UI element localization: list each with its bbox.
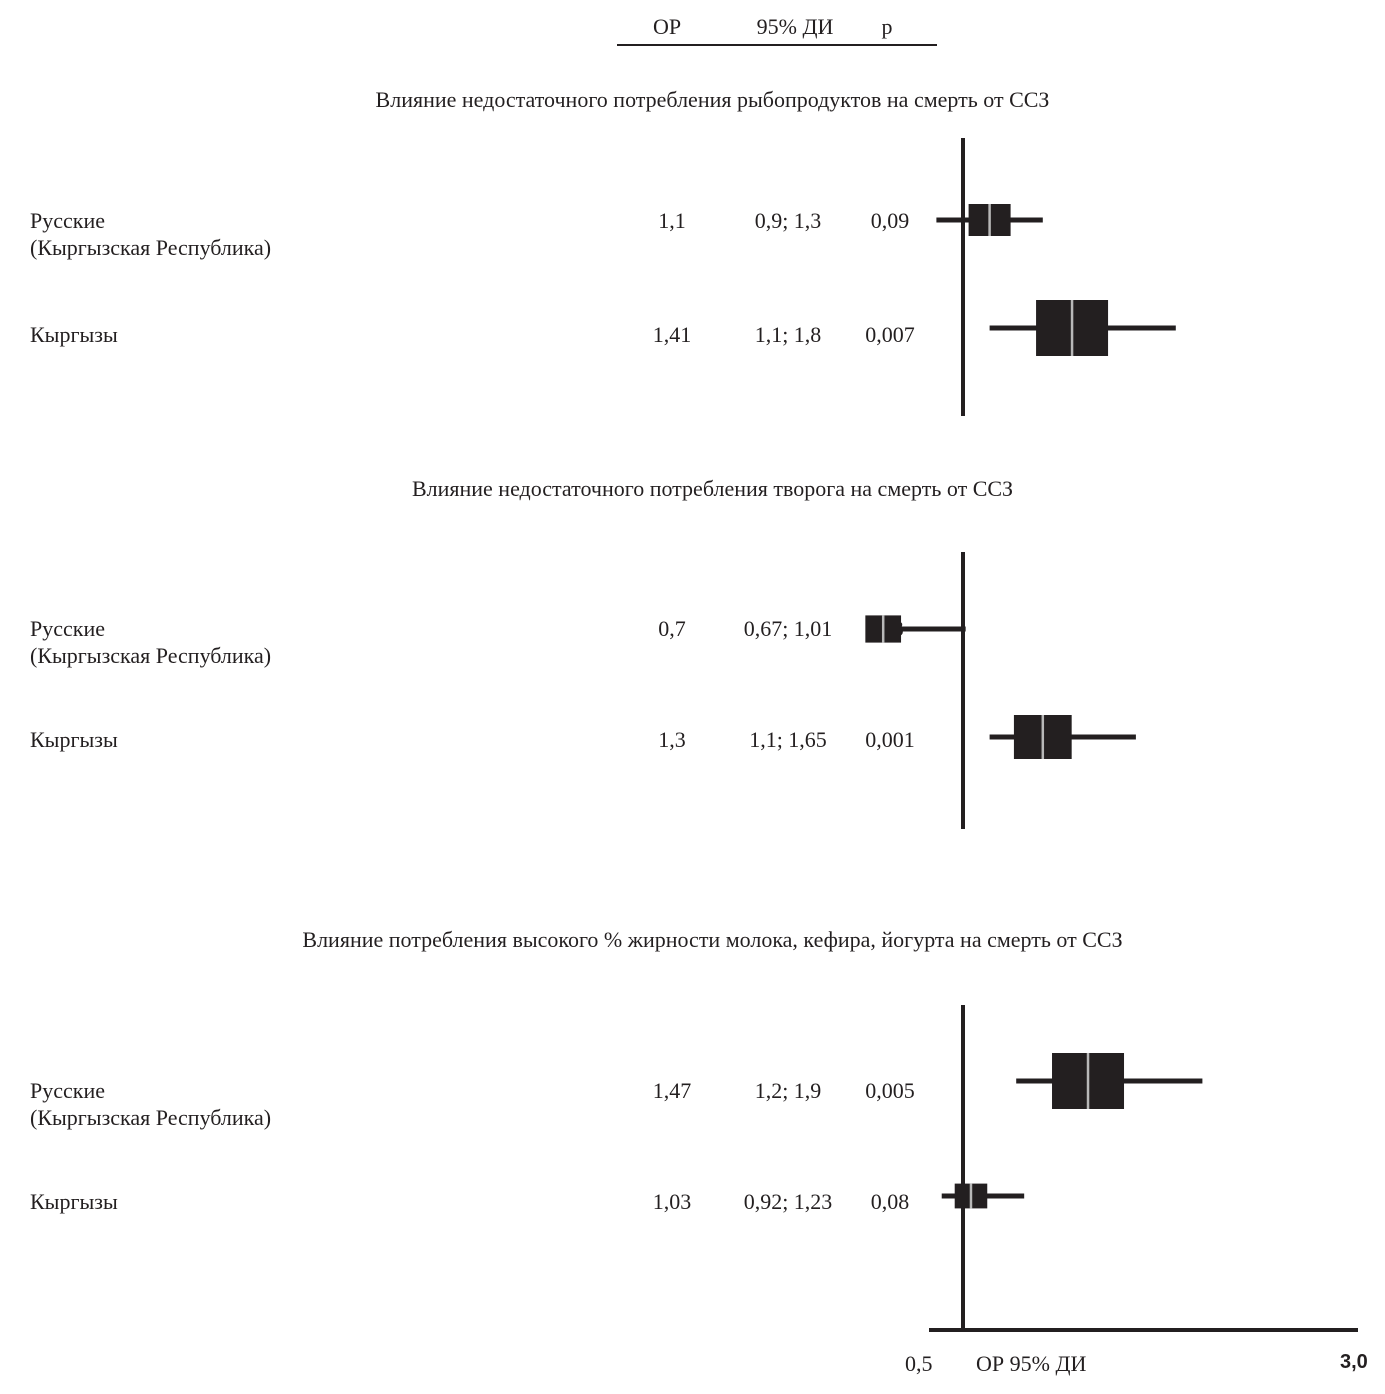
- p-value: 0,007: [865, 322, 915, 347]
- or-value: 1,3: [658, 727, 686, 752]
- or-value: 1,03: [652, 1189, 692, 1214]
- ci-value: 0,67; 1,01: [743, 616, 833, 641]
- row-label: Русские: [30, 208, 105, 233]
- panel-title: Влияние недостаточного потребления творо…: [411, 476, 1014, 501]
- row-label: Русские: [30, 616, 105, 641]
- panel-title: Влияние потребления высокого % жирности …: [302, 927, 1123, 952]
- row-label-sub: (Кыргызская Республика): [30, 1105, 272, 1130]
- p-value: 0,08: [870, 1189, 910, 1214]
- row-label: Кыргызы: [30, 727, 118, 752]
- row-label-sub: (Кыргызская Республика): [30, 235, 272, 260]
- row-label: Кыргызы: [30, 1189, 118, 1214]
- ci-value: 0,92; 1,23: [743, 1189, 833, 1214]
- column-header-ci: 95% ДИ: [756, 14, 834, 39]
- ci-value: 1,1; 1,65: [749, 727, 827, 752]
- row-label-sub: (Кыргызская Республика): [30, 643, 272, 668]
- ci-value: 1,1; 1,8: [754, 322, 822, 347]
- ci-value: 1,2; 1,9: [754, 1078, 822, 1103]
- header-rule: [617, 44, 937, 46]
- or-value: 1,41: [652, 322, 692, 347]
- panel-title: Влияние недостаточного потребления рыбоп…: [375, 87, 1050, 112]
- x-axis-title: ОР 95% ДИ: [976, 1351, 1087, 1376]
- p-value: 0,09: [870, 208, 910, 233]
- column-header-or: ОР: [652, 14, 682, 39]
- or-value: 0,7: [658, 616, 686, 641]
- x-axis-tick-label-max: 3,0: [1340, 1351, 1368, 1373]
- x-axis-tick-label-min: 0,5: [905, 1351, 933, 1376]
- p-value: 0,005: [865, 1078, 915, 1103]
- ci-value: 0,9; 1,3: [754, 208, 822, 233]
- or-value: 1,1: [658, 208, 686, 233]
- row-label: Кыргызы: [30, 322, 118, 347]
- or-value: 1,47: [652, 1078, 692, 1103]
- row-label: Русские: [30, 1078, 105, 1103]
- p-value: 0,001: [865, 727, 915, 752]
- column-header-p: р: [881, 14, 893, 39]
